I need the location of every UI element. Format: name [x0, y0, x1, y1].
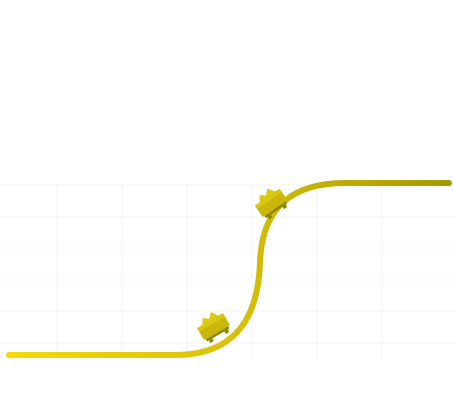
- lower-cart-icon: [197, 312, 230, 343]
- track-icon: [6, 180, 452, 358]
- background-grid: [0, 184, 454, 360]
- upper-cart-icon: [254, 188, 288, 220]
